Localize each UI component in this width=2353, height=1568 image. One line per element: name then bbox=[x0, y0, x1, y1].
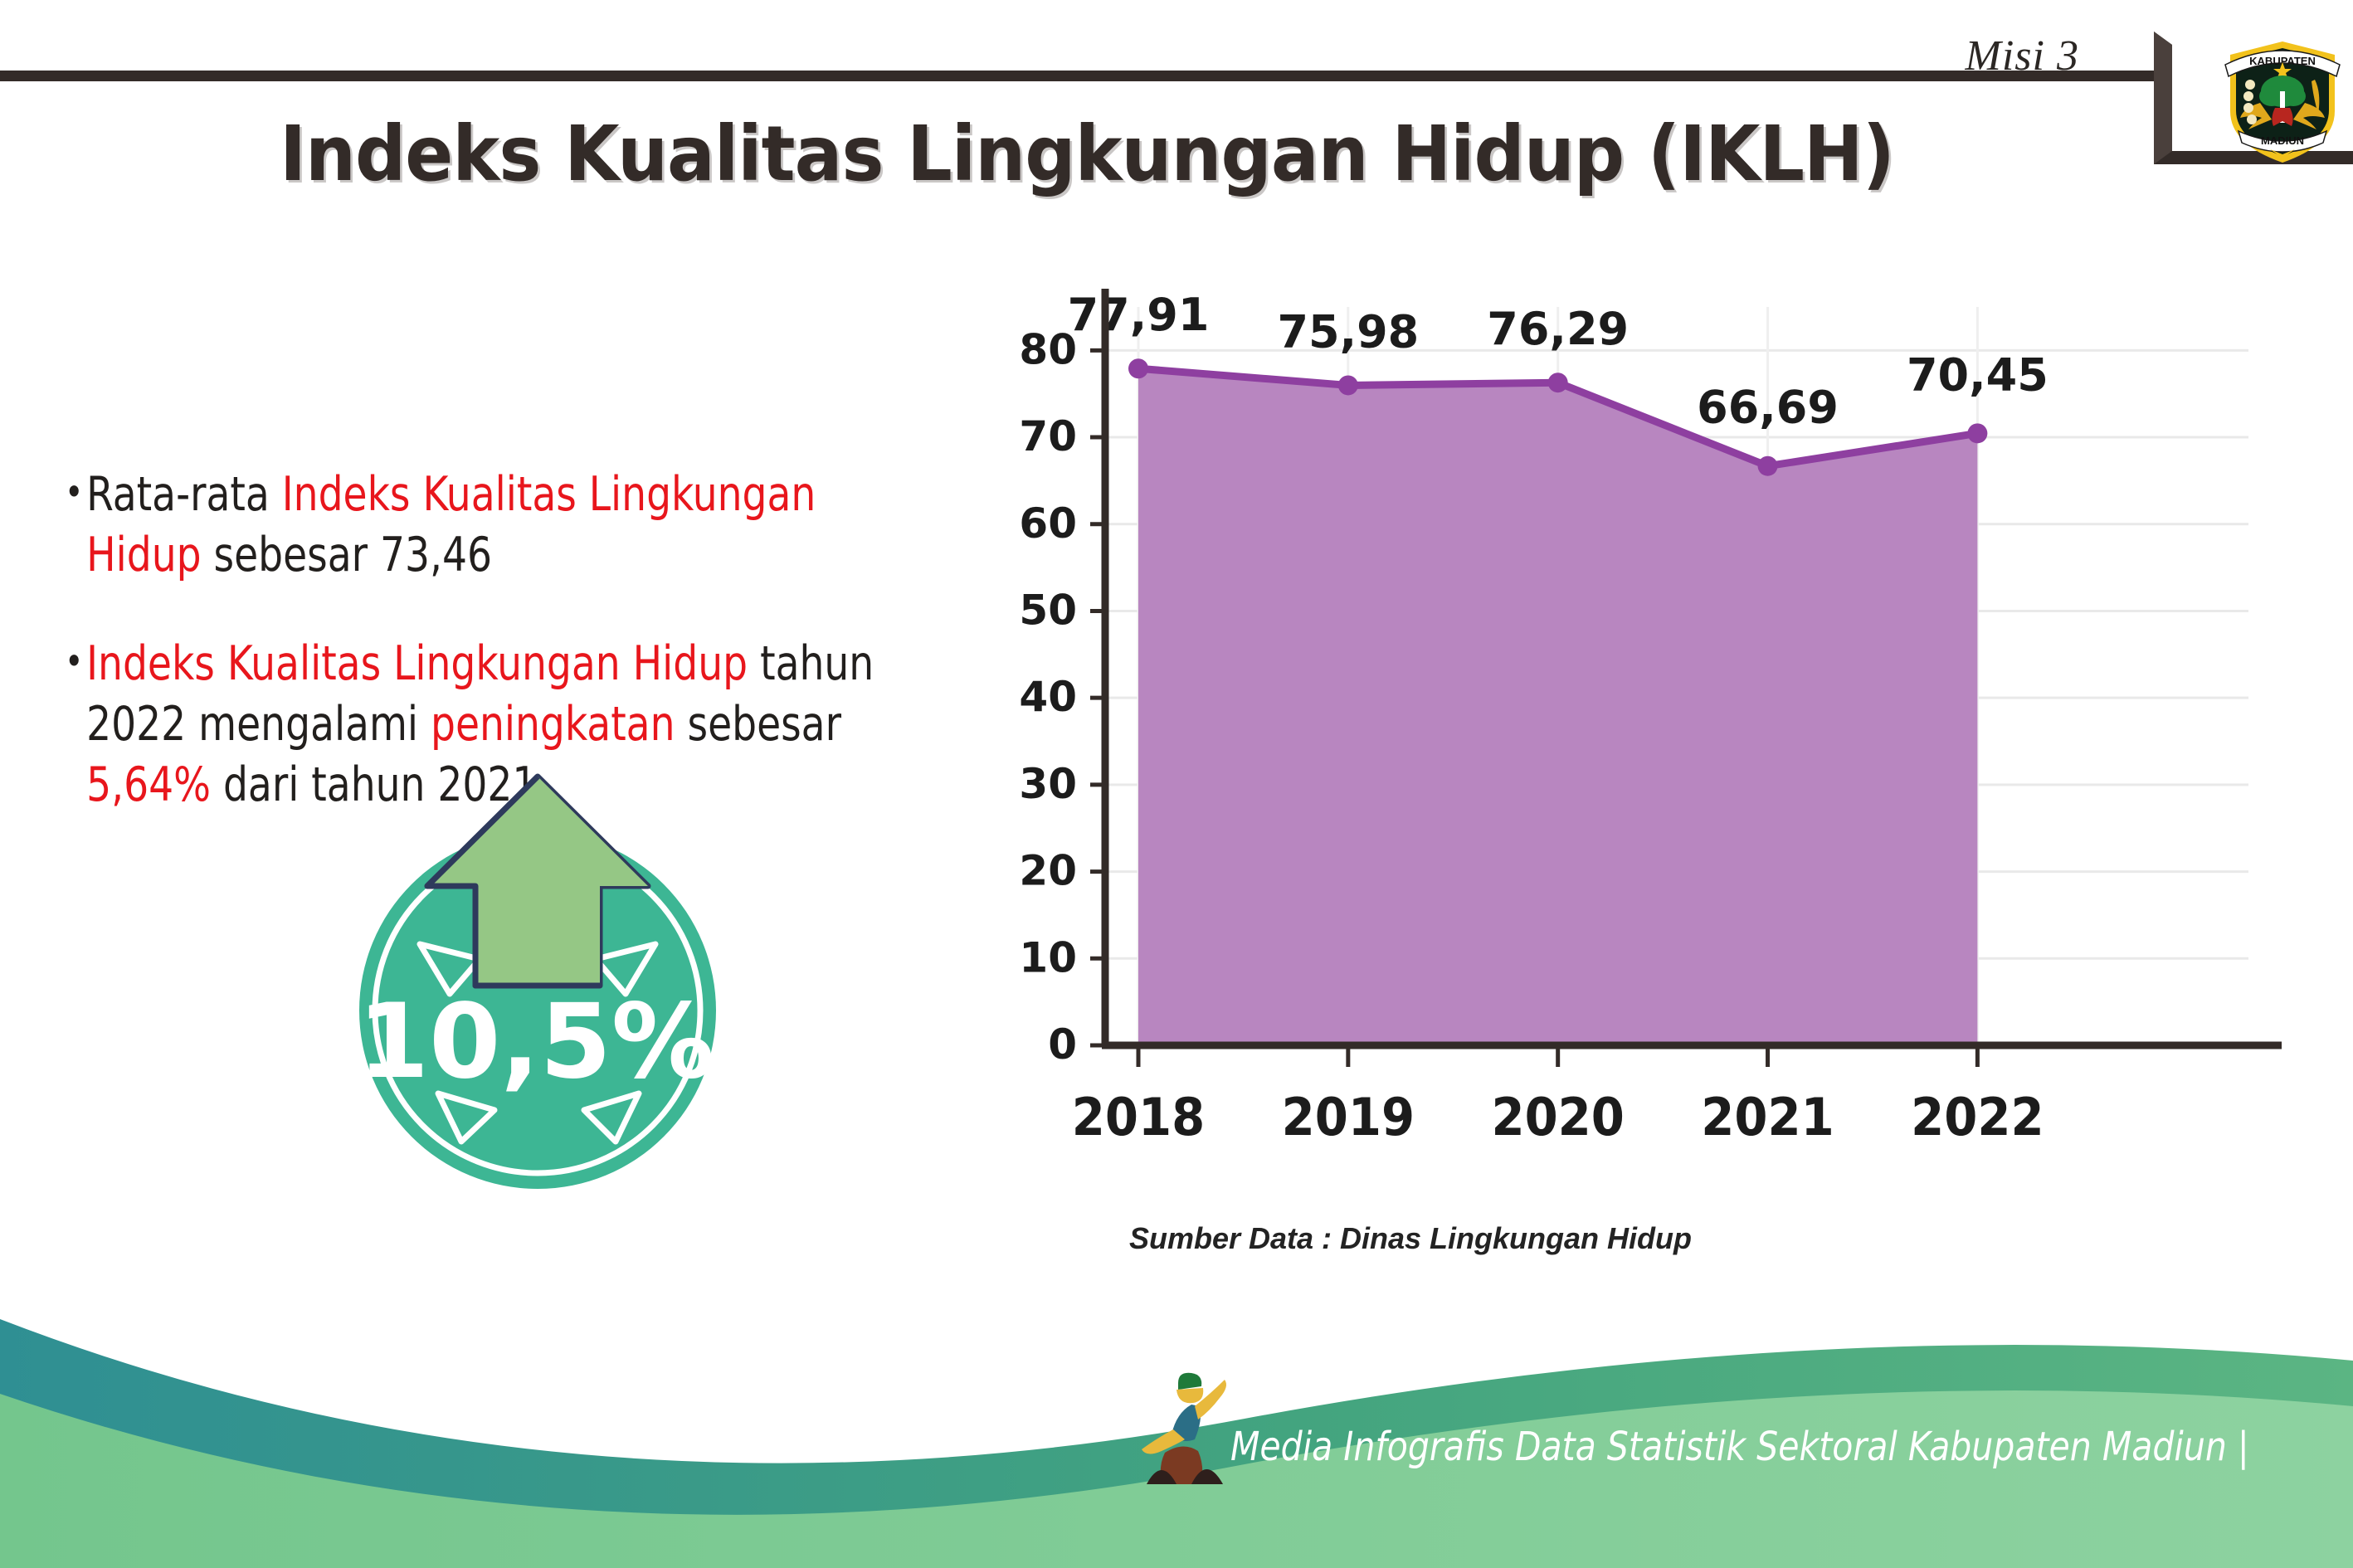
y-tick-label: 60 bbox=[1019, 499, 1077, 548]
chart-y-axis-labels: 0 10 20 30 40 50 60 70 80 bbox=[1019, 325, 1077, 1069]
bullet-segment: tahun 2022 mengalami bbox=[86, 635, 874, 752]
x-tick-label: 2021 bbox=[1701, 1088, 1834, 1147]
bullet-highlight: 5,64% bbox=[86, 757, 211, 812]
misi-label: Misi 3 bbox=[1965, 32, 2079, 80]
list-item: • Indeks Kualitas Lingkungan Hidup tahun… bbox=[65, 634, 889, 816]
badge-tick-icon bbox=[417, 941, 659, 1145]
x-tick-label: 2022 bbox=[1911, 1088, 2044, 1147]
kabupaten-madiun-emblem: KABUPATEN MADIUN bbox=[2224, 41, 2341, 163]
bullet-text: Rata-rata Indeks Kualitas Lingkungan Hid… bbox=[86, 465, 889, 586]
y-tick-label: 80 bbox=[1019, 325, 1077, 373]
data-point-label: 76,29 bbox=[1487, 303, 1629, 355]
list-item: • Rata-rata Indeks Kualitas Lingkungan H… bbox=[65, 465, 889, 586]
y-tick-label: 10 bbox=[1019, 933, 1077, 981]
x-tick-label: 2020 bbox=[1491, 1088, 1624, 1147]
data-point-label: 66,69 bbox=[1697, 382, 1839, 434]
chart-area-fill bbox=[1138, 368, 1978, 1046]
y-tick-label: 0 bbox=[1048, 1020, 1077, 1069]
header-bracket-frame bbox=[2154, 32, 2353, 164]
chart-data-points bbox=[1128, 358, 1988, 476]
bullet-highlight: peningkatan bbox=[431, 696, 675, 752]
page-title: Indeks Kualitas Lingkungan Hidup (IKLH) bbox=[280, 110, 1895, 198]
x-tick-label: 2018 bbox=[1072, 1088, 1205, 1147]
bullet-list: • Rata-rata Indeks Kualitas Lingkungan H… bbox=[65, 465, 961, 864]
bullet-segment: dari tahun 2021 bbox=[210, 757, 538, 812]
bullet-dot-icon: • bbox=[65, 470, 84, 514]
y-tick-label: 30 bbox=[1019, 760, 1077, 808]
emblem-top-text: KABUPATEN bbox=[2249, 55, 2316, 67]
badge-value: 10,5% bbox=[358, 982, 714, 1102]
bullet-highlight: Indeks Kualitas Lingkungan Hidup bbox=[86, 467, 816, 582]
y-tick-label: 40 bbox=[1019, 673, 1077, 721]
chart-source-note: Sumber Data : Dinas Lingkungan Hidup bbox=[1128, 1221, 1693, 1255]
y-tick-label: 70 bbox=[1019, 412, 1077, 460]
increase-badge: 10,5% bbox=[358, 773, 716, 1189]
chart-x-axis-labels: 2018 2019 2020 2021 2022 bbox=[1072, 1088, 2044, 1147]
iklh-area-chart: 0 10 20 30 40 50 60 70 80 2018 2019 2020 2021 2022 7… bbox=[1019, 289, 2282, 1148]
media-infografis-logo bbox=[1142, 1372, 1226, 1484]
data-point-label: 75,98 bbox=[1277, 305, 1419, 358]
data-point-label: 77,91 bbox=[1068, 289, 1210, 341]
y-tick-label: 20 bbox=[1019, 847, 1077, 895]
header-rule bbox=[0, 71, 2157, 81]
chart-data-labels: 77,91 75,98 76,29 66,69 70,45 bbox=[1068, 289, 2049, 433]
bullet-segment: sebesar 73,46 bbox=[201, 527, 493, 582]
up-arrow-icon bbox=[424, 773, 651, 989]
bullet-segment: Rata-rata bbox=[86, 467, 282, 522]
bullet-highlight: Indeks Kualitas Lingkungan Hidup bbox=[86, 635, 748, 691]
y-tick-label: 50 bbox=[1019, 586, 1077, 634]
bullet-segment: sebesar bbox=[675, 696, 841, 752]
x-tick-label: 2019 bbox=[1282, 1088, 1415, 1147]
data-point-label: 70,45 bbox=[1907, 348, 2049, 401]
bullet-dot-icon: • bbox=[65, 638, 84, 684]
footer-caption: Media Infografis Data Statistik Sektoral… bbox=[1230, 1424, 2249, 1470]
emblem-bottom-text: MADIUN bbox=[2261, 134, 2304, 147]
bullet-text: Indeks Kualitas Lingkungan Hidup tahun 2… bbox=[86, 634, 889, 816]
